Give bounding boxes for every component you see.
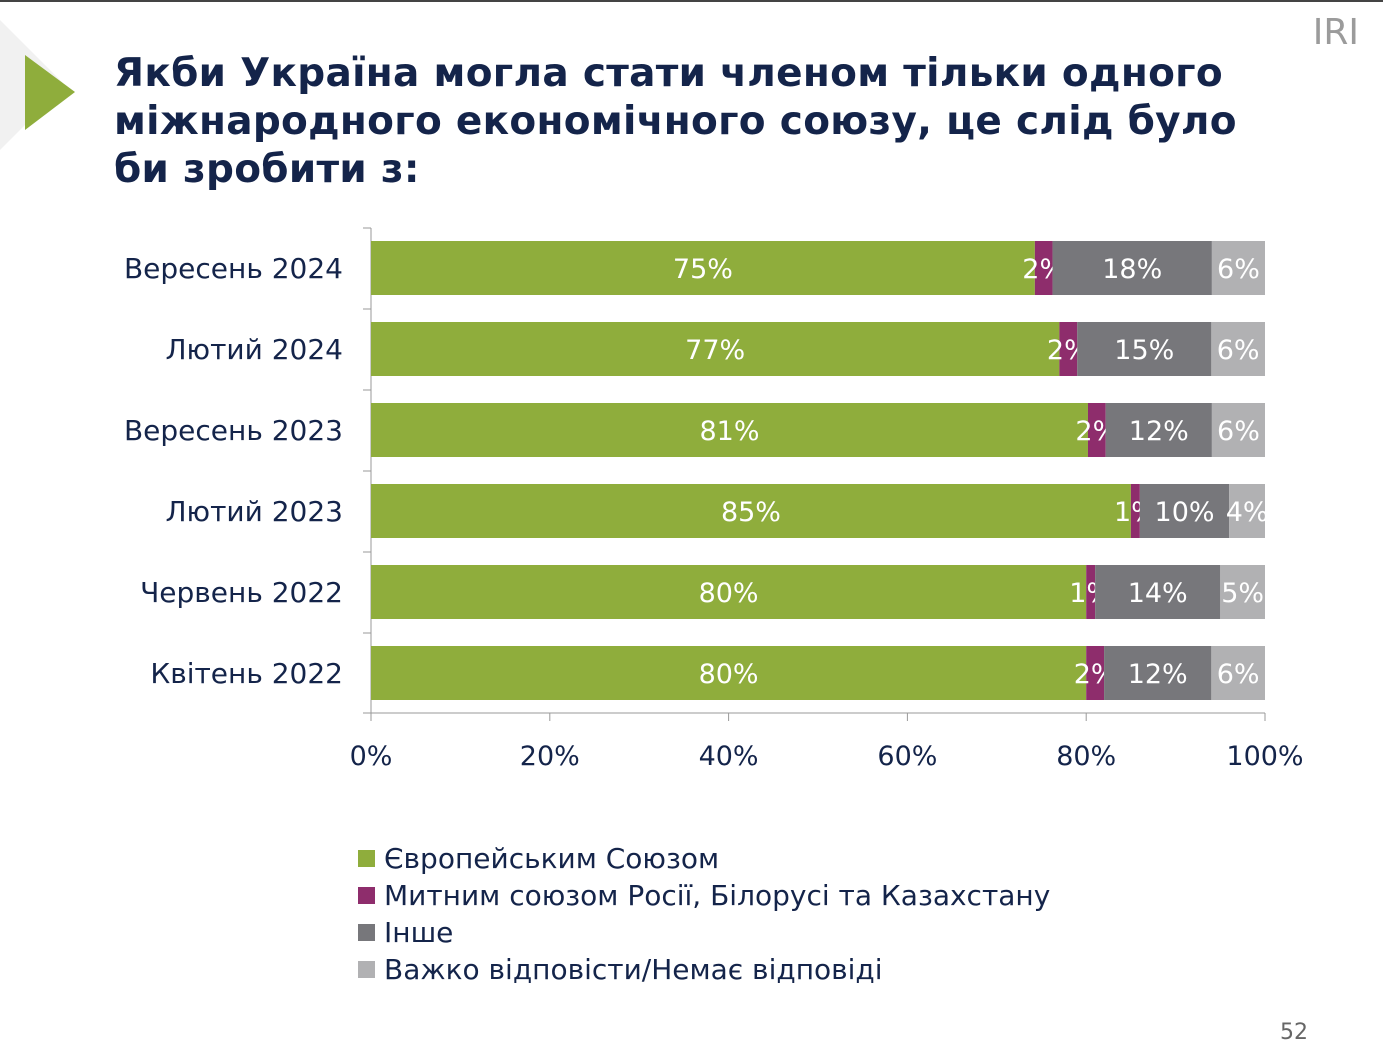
category-label: Вересень 2024 bbox=[124, 252, 343, 285]
x-tick-label: 80% bbox=[1056, 741, 1116, 772]
legend-item: Європейським Союзом bbox=[358, 840, 1050, 877]
bar-segment bbox=[1077, 322, 1212, 376]
data-label: 75% bbox=[673, 254, 733, 285]
bar-segment bbox=[1211, 241, 1265, 295]
data-label: 6% bbox=[1217, 416, 1260, 447]
data-label: 77% bbox=[685, 335, 745, 366]
legend-label: Європейським Союзом bbox=[384, 842, 720, 875]
bar-segment bbox=[1059, 322, 1078, 376]
bar-segment bbox=[1229, 484, 1265, 538]
category-label: Червень 2022 bbox=[140, 576, 343, 609]
iri-logo: IRI bbox=[1312, 12, 1359, 53]
x-tick-label: 40% bbox=[699, 741, 759, 772]
legend-swatch bbox=[358, 887, 375, 904]
data-label: 81% bbox=[699, 416, 759, 447]
legend-label: Важко відповісти/Немає відповіді bbox=[384, 953, 883, 986]
data-label: 12% bbox=[1128, 659, 1188, 690]
chart-legend: Європейським Союзом Митним союзом Росії, … bbox=[358, 840, 1050, 988]
category-label: Квітень 2022 bbox=[150, 657, 343, 690]
legend-label: Інше bbox=[384, 916, 454, 949]
legend-item: Інше bbox=[358, 914, 1050, 951]
legend-swatch bbox=[358, 961, 375, 978]
data-label: 5% bbox=[1221, 578, 1264, 609]
data-label: 6% bbox=[1217, 335, 1260, 366]
bar-segment bbox=[371, 241, 1035, 295]
bar-segment bbox=[371, 403, 1088, 457]
bar-segment bbox=[1105, 403, 1212, 457]
category-label: Вересень 2023 bbox=[124, 414, 343, 447]
data-label: 10% bbox=[1155, 497, 1215, 528]
data-label: 80% bbox=[699, 659, 759, 690]
category-label: Лютий 2023 bbox=[166, 495, 344, 528]
bar-segment bbox=[1139, 484, 1230, 538]
bar-segment bbox=[371, 565, 1087, 619]
bar-segment bbox=[1086, 646, 1105, 700]
bar-segment bbox=[1211, 646, 1265, 700]
category-label: Лютий 2024 bbox=[166, 333, 344, 366]
data-label: 4% bbox=[1226, 497, 1269, 528]
data-label: 15% bbox=[1114, 335, 1174, 366]
data-label: 12% bbox=[1129, 416, 1189, 447]
legend-swatch bbox=[358, 924, 375, 941]
bar-segment bbox=[1034, 241, 1053, 295]
legend-swatch bbox=[358, 850, 375, 867]
x-tick-label: 100% bbox=[1226, 741, 1303, 772]
play-triangle-icon bbox=[25, 55, 75, 130]
bar-segment bbox=[1130, 484, 1140, 538]
data-label: 80% bbox=[699, 578, 759, 609]
data-label: 6% bbox=[1217, 254, 1260, 285]
bar-segment bbox=[1052, 241, 1212, 295]
x-tick-label: 0% bbox=[350, 741, 393, 772]
page-number: 52 bbox=[1280, 1020, 1308, 1045]
legend-label: Митним союзом Росії, Білорусі та Казахст… bbox=[384, 879, 1051, 912]
bar-segment bbox=[1087, 403, 1106, 457]
legend-item: Важко відповісти/Немає відповіді bbox=[358, 951, 1050, 988]
data-label: 6% bbox=[1217, 659, 1260, 690]
bar-segment bbox=[371, 646, 1087, 700]
bar-segment bbox=[371, 484, 1131, 538]
data-label: 85% bbox=[721, 497, 781, 528]
bar-segment bbox=[1211, 403, 1265, 457]
bar-segment bbox=[1104, 646, 1212, 700]
slide-title: Якби Україна могла стати членом тільки о… bbox=[114, 51, 1237, 192]
bar-segment bbox=[1220, 565, 1265, 619]
x-tick-label: 60% bbox=[877, 741, 937, 772]
bar-segment bbox=[371, 322, 1060, 376]
bar-segment bbox=[1211, 322, 1265, 376]
x-tick-label: 20% bbox=[520, 741, 580, 772]
top-border bbox=[0, 0, 1383, 2]
decor-triangles bbox=[0, 20, 75, 150]
bar-segment bbox=[1086, 565, 1096, 619]
data-label: 14% bbox=[1128, 578, 1188, 609]
data-label: 18% bbox=[1102, 254, 1162, 285]
legend-item: Митним союзом Росії, Білорусі та Казахст… bbox=[358, 877, 1050, 914]
bar-segment bbox=[1095, 565, 1221, 619]
stacked-bar-chart: Вересень 2024 75% 2% 18% 6%Лютий 2024 77% 2% 15… bbox=[124, 227, 1304, 772]
